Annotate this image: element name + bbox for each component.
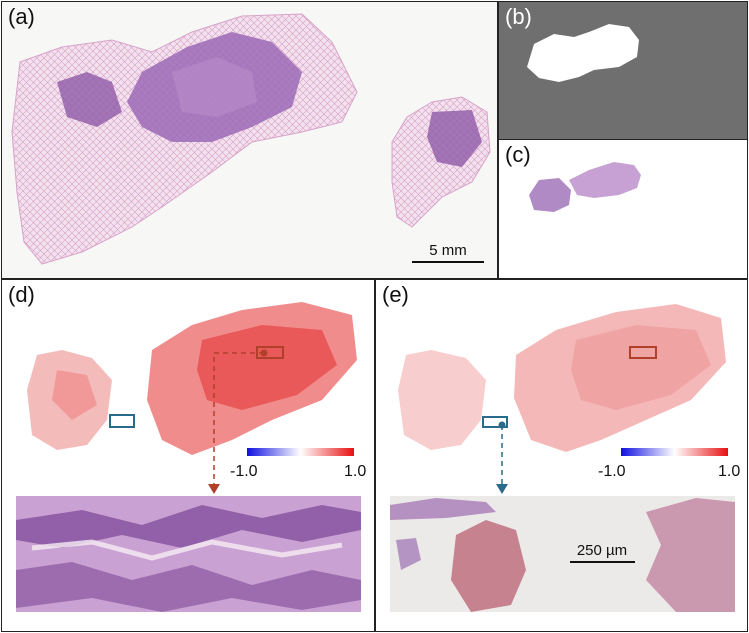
masked-thumbnail [529,162,641,212]
colorbar-e [621,448,728,456]
scalebar-label: 250 µm [577,542,627,559]
roi-box-blue [109,414,135,428]
roi-box-red [256,346,284,359]
heatmap-region-left [398,350,486,450]
panel-e: -1.0 1.0 250 µm (e) [375,279,748,632]
colorbar-max-label: 1.0 [344,463,366,480]
mask-region [527,24,639,82]
colorbar-min-label: -1.0 [598,463,626,480]
roi-box-blue [482,416,508,428]
colorbar-max-label: 1.0 [718,463,740,480]
wsi-image: 5 mm [11,13,491,265]
roi-connector-arrow [213,352,264,486]
heatmap-d: -1.0 1.0 [16,302,366,612]
panel-label-a: (a) [8,4,35,29]
panel-b: (b) [498,1,748,140]
mask-image [527,24,639,82]
panel-c: (c) [498,139,748,279]
he-patch-e [390,496,735,612]
panel-label-e: (e) [382,282,409,307]
colorbar-min-label: -1.0 [230,463,258,480]
panel-a: 5 mm (a) [1,1,498,279]
panel-label-d: (d) [8,282,35,307]
panel-label-c: (c) [505,142,531,167]
roi-box-red [629,346,657,359]
he-patch-d [16,496,361,612]
panel-label-b: (b) [505,4,532,29]
panel-d: -1.0 1.0 (d) [1,279,375,632]
heatmap-e: -1.0 1.0 250 µm [390,304,740,612]
colorbar-d [247,448,354,456]
scalebar-label: 5 mm [429,242,467,259]
